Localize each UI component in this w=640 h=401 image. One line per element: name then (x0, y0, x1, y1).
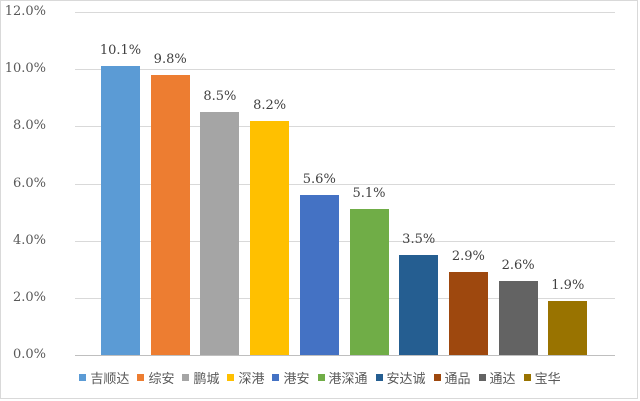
bar-港安 (299, 194, 339, 355)
bar-通品 (448, 272, 488, 355)
y-tick-label: 4.0% (12, 233, 46, 248)
legend-label: 综安 (148, 372, 175, 387)
legend: 吉顺达 综安 鹏城 深港 港安 港深通 安达诚 通品 通达 宝华 (0, 368, 640, 387)
legend-label: 港安 (283, 372, 310, 387)
data-label: 10.1% (99, 43, 142, 59)
legend-label: 鹏城 (193, 372, 220, 387)
legend-label: 通达 (489, 372, 516, 387)
legend-label: 通品 (444, 372, 471, 387)
bar-通达 (498, 280, 538, 355)
gridline (75, 298, 615, 299)
legend-swatch-icon (137, 374, 145, 381)
data-label: 2.9% (451, 249, 485, 265)
data-label: 2.6% (501, 257, 535, 273)
legend-swatch-icon (227, 374, 235, 381)
legend-item: 鹏城 (182, 368, 219, 387)
y-tick-label: 12.0% (4, 4, 46, 19)
gridline (75, 241, 615, 242)
bar-港深通 (349, 209, 389, 355)
legend-item: 吉顺达 (79, 368, 129, 387)
y-tick-label: 10.0% (4, 61, 46, 76)
legend-label: 港深通 (328, 372, 368, 387)
legend-item: 宝华 (523, 368, 561, 387)
y-tick-label: 0.0% (12, 347, 46, 362)
legend-swatch-icon (182, 374, 190, 381)
legend-swatch-icon (79, 374, 87, 381)
legend-item: 通品 (433, 368, 471, 387)
data-label: 8.5% (203, 89, 237, 105)
legend-swatch-icon (272, 374, 280, 381)
legend-item: 港安 (272, 368, 310, 387)
legend-label: 吉顺达 (90, 372, 130, 387)
gridline (75, 69, 615, 70)
bar-深港 (250, 120, 290, 355)
data-label: 8.2% (253, 97, 287, 113)
legend-label: 深港 (238, 372, 265, 387)
gridline (75, 126, 615, 127)
bar-综安 (150, 74, 190, 355)
bar-宝华 (548, 300, 588, 355)
legend-item: 通达 (478, 368, 516, 387)
data-label: 5.1% (352, 186, 386, 202)
data-label: 1.9% (551, 277, 585, 293)
data-label: 3.5% (402, 231, 436, 247)
y-tick-label: 2.0% (12, 290, 46, 305)
legend-label: 安达诚 (386, 372, 426, 387)
legend-label: 宝华 (534, 372, 561, 387)
legend-item: 深港 (227, 368, 264, 387)
data-label: 9.8% (153, 51, 187, 67)
legend-item: 安达诚 (375, 368, 426, 387)
legend-swatch-icon (523, 374, 531, 381)
gridline (75, 184, 615, 185)
bar-安达诚 (399, 254, 439, 355)
y-tick-label: 8.0% (12, 118, 46, 133)
data-label: 5.6% (302, 171, 336, 187)
legend-swatch-icon (317, 374, 325, 381)
x-axis-line (75, 355, 615, 356)
gridline (75, 12, 615, 13)
legend-item: 港深通 (317, 368, 368, 387)
bar-鹏城 (200, 112, 240, 355)
legend-item: 综安 (137, 368, 174, 387)
legend-swatch-icon (375, 374, 383, 381)
bar-吉顺达 (101, 66, 140, 355)
y-tick-label: 6.0% (12, 176, 46, 191)
legend-swatch-icon (433, 374, 441, 381)
legend-swatch-icon (478, 374, 486, 381)
